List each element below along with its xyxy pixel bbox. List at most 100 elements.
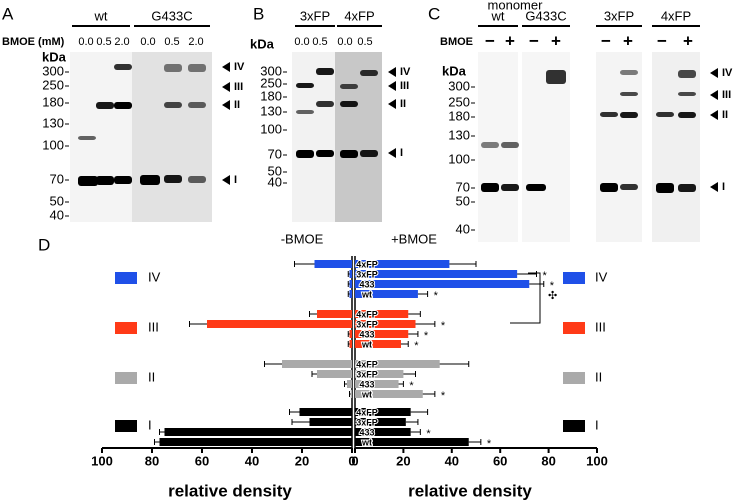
blot-band bbox=[546, 70, 566, 84]
blot-band bbox=[678, 112, 696, 118]
x-tick-label: 100 bbox=[91, 453, 113, 468]
error-bar bbox=[154, 439, 160, 445]
error-bar bbox=[344, 381, 347, 387]
category-label: wt bbox=[361, 389, 372, 399]
blot-strip bbox=[292, 52, 335, 222]
group-label: wt bbox=[94, 8, 108, 23]
blot-strip bbox=[596, 52, 642, 242]
bar bbox=[282, 360, 352, 368]
marker-label: 130 bbox=[448, 127, 470, 142]
error-bar bbox=[311, 371, 317, 377]
lane-label: 0.0 bbox=[294, 36, 309, 48]
blot-band bbox=[481, 142, 499, 148]
group-label: 4xFP bbox=[661, 8, 691, 23]
legend-label: III bbox=[595, 319, 606, 334]
annotation: ✣ bbox=[548, 290, 557, 302]
band-label: III bbox=[234, 81, 243, 93]
bar bbox=[317, 370, 352, 378]
legend-swatch bbox=[115, 322, 137, 334]
category-label: 3xFP bbox=[356, 319, 378, 329]
arrow bbox=[222, 62, 230, 72]
blot-band bbox=[481, 183, 499, 192]
blot-band bbox=[678, 70, 696, 78]
blot-band bbox=[316, 68, 334, 75]
category-label: 4xFP bbox=[356, 259, 378, 269]
bar bbox=[349, 270, 352, 278]
blot-band bbox=[316, 101, 334, 107]
bar bbox=[355, 438, 469, 446]
lane-label: 2.0 bbox=[188, 36, 203, 48]
blot-band bbox=[340, 101, 358, 107]
marker-label: 70 bbox=[268, 146, 282, 161]
legend-swatch bbox=[115, 272, 137, 284]
error-bar bbox=[189, 321, 207, 327]
error-bar bbox=[468, 439, 482, 445]
significance: * bbox=[434, 290, 439, 302]
error-bar bbox=[347, 331, 350, 337]
marker-label: 50 bbox=[268, 163, 282, 178]
error-bar bbox=[403, 371, 416, 377]
bar bbox=[299, 408, 352, 416]
arrow bbox=[388, 81, 396, 91]
blot-band bbox=[114, 176, 132, 184]
error-bar bbox=[529, 281, 545, 287]
blot-band bbox=[78, 136, 96, 140]
lane-label: − bbox=[601, 31, 611, 50]
significance: * bbox=[441, 320, 446, 332]
arrow bbox=[222, 100, 230, 110]
error-bar bbox=[347, 341, 350, 347]
bracket bbox=[510, 272, 541, 324]
error-bar bbox=[398, 381, 404, 387]
blot-band bbox=[501, 184, 519, 191]
panel-label: D bbox=[38, 235, 50, 254]
group-label: 3xFP bbox=[300, 8, 330, 23]
band-label: III bbox=[722, 89, 731, 101]
marker-label: 180 bbox=[448, 108, 470, 123]
bar bbox=[350, 390, 352, 398]
x-tick-label: 80 bbox=[145, 453, 159, 468]
significance: * bbox=[426, 428, 431, 440]
blot-band bbox=[296, 83, 314, 88]
bar bbox=[349, 340, 352, 348]
blot-band bbox=[188, 102, 206, 108]
bar bbox=[355, 418, 406, 426]
blot-strip bbox=[652, 52, 700, 242]
marker-label: 50 bbox=[456, 193, 470, 208]
lane-label: 0.5 bbox=[357, 36, 372, 48]
arrow bbox=[388, 148, 396, 158]
blot-band bbox=[96, 176, 114, 185]
blot-band bbox=[656, 183, 674, 193]
error-bar bbox=[410, 429, 421, 435]
category-label: 3xFP bbox=[356, 269, 378, 279]
significance: * bbox=[441, 390, 446, 402]
marker-label: 180 bbox=[260, 88, 282, 103]
blot-band bbox=[656, 112, 674, 117]
marker-label: 300 bbox=[448, 78, 470, 93]
category-label: 3xFP bbox=[356, 417, 378, 427]
x-tick-label: 60 bbox=[195, 453, 209, 468]
blot-band bbox=[620, 92, 638, 96]
blot-band bbox=[360, 150, 378, 157]
band-label: I bbox=[400, 147, 403, 159]
bar bbox=[355, 408, 411, 416]
marker-label: 40 bbox=[268, 174, 282, 189]
bar bbox=[349, 330, 352, 338]
legend-swatch bbox=[115, 372, 137, 384]
panel-label: C bbox=[428, 4, 440, 23]
legend-label: IV bbox=[148, 269, 161, 284]
bar bbox=[309, 418, 352, 426]
bar bbox=[355, 270, 518, 278]
lane-label: 2.0 bbox=[114, 36, 129, 48]
category-label: wt bbox=[361, 289, 372, 299]
significance: * bbox=[550, 280, 555, 292]
legend-label: II bbox=[595, 369, 602, 384]
blot-band bbox=[316, 150, 334, 157]
legend-swatch bbox=[563, 322, 585, 334]
category-label: wt bbox=[361, 339, 372, 349]
x-tick-label: 20 bbox=[396, 453, 410, 468]
category-label: wt bbox=[361, 437, 372, 447]
marker-label: 250 bbox=[260, 75, 282, 90]
error-bar bbox=[289, 409, 300, 415]
x-axis-title: relative density bbox=[408, 481, 532, 500]
error-bar bbox=[347, 291, 350, 297]
